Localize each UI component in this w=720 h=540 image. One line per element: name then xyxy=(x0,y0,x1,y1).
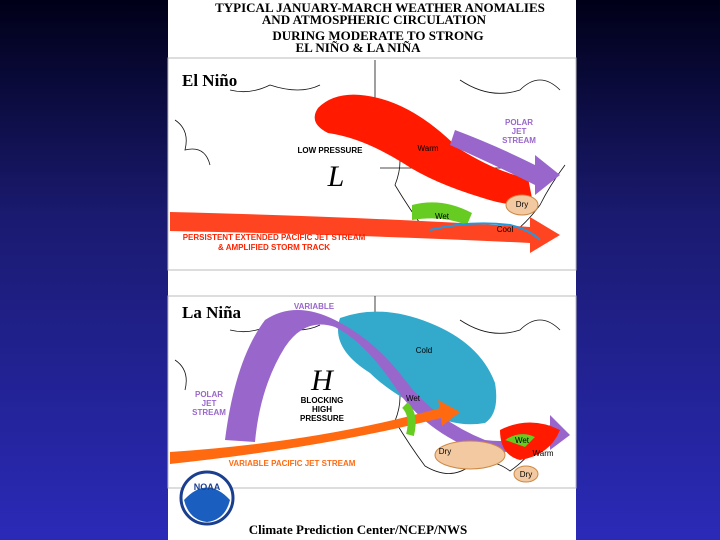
title-line: DURING MODERATE TO STRONG xyxy=(272,28,483,43)
map-annotation: Warm xyxy=(417,144,438,153)
map-annotation: VARIABLE xyxy=(294,302,335,311)
map-annotation: PRESSURE xyxy=(300,414,345,423)
map-annotation: POLAR xyxy=(505,118,533,127)
wet-region xyxy=(505,434,535,447)
map-annotation: Cold xyxy=(416,346,432,355)
title: TYPICAL JANUARY-MARCH WEATHER ANOMALIES … xyxy=(215,0,545,55)
map-la-nina xyxy=(167,295,577,489)
map-annotation: STREAM xyxy=(502,136,536,145)
dry-region xyxy=(434,440,506,470)
panel-label: El Niño xyxy=(182,71,237,90)
map-el-nino xyxy=(167,57,577,271)
noaa-logo: NOAA xyxy=(179,470,235,526)
map-annotation: VARIABLE PACIFIC JET STREAM xyxy=(229,459,356,468)
polar-jet-arrow xyxy=(450,130,560,195)
panel-label: La Niña xyxy=(182,303,242,322)
title-line: TYPICAL JANUARY-MARCH WEATHER ANOMALIES xyxy=(215,0,545,15)
warm-region xyxy=(314,94,533,205)
map-annotation: H xyxy=(310,364,335,397)
map-annotation: JET xyxy=(512,127,527,136)
map-annotation: Warm xyxy=(532,449,553,458)
logo-wave xyxy=(184,487,230,522)
pacific-jet-arrow xyxy=(170,400,460,464)
map-annotation: POLAR xyxy=(195,390,223,399)
dry-region xyxy=(505,194,539,216)
cool-outline xyxy=(429,222,541,241)
map-annotation: PERSISTENT EXTENDED PACIFIC JET STREAM xyxy=(183,233,366,242)
map-annotation: L xyxy=(327,160,345,193)
map-annotation: Dry xyxy=(520,470,532,479)
map-annotation: Dry xyxy=(439,447,451,456)
map-annotation: Cool xyxy=(497,225,514,234)
map-annotation: STREAM xyxy=(192,408,226,417)
logo-text: NOAA xyxy=(194,482,221,492)
cold-region xyxy=(338,311,497,425)
title-line: EL NIÑO & LA NIÑA xyxy=(296,40,422,55)
credit: Climate Prediction Center/NCEP/NWS xyxy=(249,522,468,537)
wet-region xyxy=(412,202,472,225)
polar-jet-arrow xyxy=(225,310,570,453)
map-annotation: BLOCKING xyxy=(301,396,344,405)
map-annotation: Wet xyxy=(515,436,530,445)
map-annotation: Wet xyxy=(435,212,450,221)
map-annotation: Dry xyxy=(516,200,528,209)
map-annotation: HIGH xyxy=(312,405,332,414)
wet-region xyxy=(401,402,416,436)
pacific-jet-arrow xyxy=(170,212,560,253)
map-annotation: & AMPLIFIED STORM TRACK xyxy=(218,243,330,252)
title-line: AND ATMOSPHERIC CIRCULATION xyxy=(262,12,487,27)
map-annotation: LOW PRESSURE xyxy=(298,146,364,155)
map-annotation: Wet xyxy=(406,394,421,403)
dry-region xyxy=(513,465,539,483)
map-annotation: JET xyxy=(202,399,217,408)
